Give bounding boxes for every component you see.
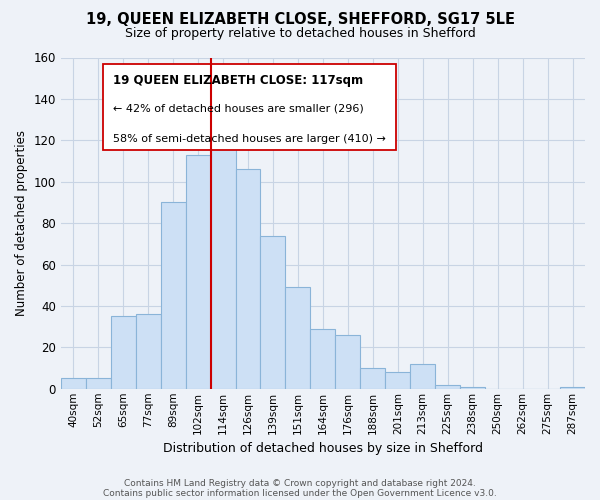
- Text: Contains public sector information licensed under the Open Government Licence v3: Contains public sector information licen…: [103, 488, 497, 498]
- Text: Size of property relative to detached houses in Shefford: Size of property relative to detached ho…: [125, 28, 475, 40]
- Bar: [86, 378, 111, 389]
- Bar: [385, 372, 410, 389]
- Y-axis label: Number of detached properties: Number of detached properties: [15, 130, 28, 316]
- Bar: [236, 170, 260, 389]
- Bar: [111, 316, 136, 389]
- Bar: [136, 314, 161, 389]
- Bar: [211, 140, 236, 389]
- Bar: [361, 368, 385, 389]
- Bar: [460, 386, 485, 389]
- X-axis label: Distribution of detached houses by size in Shefford: Distribution of detached houses by size …: [163, 442, 483, 455]
- Bar: [61, 378, 86, 389]
- Bar: [161, 202, 185, 389]
- Text: ← 42% of detached houses are smaller (296): ← 42% of detached houses are smaller (29…: [113, 104, 364, 114]
- Bar: [335, 335, 361, 389]
- Text: 58% of semi-detached houses are larger (410) →: 58% of semi-detached houses are larger (…: [113, 134, 386, 143]
- Text: 19 QUEEN ELIZABETH CLOSE: 117sqm: 19 QUEEN ELIZABETH CLOSE: 117sqm: [113, 74, 364, 87]
- Text: Contains HM Land Registry data © Crown copyright and database right 2024.: Contains HM Land Registry data © Crown c…: [124, 478, 476, 488]
- Bar: [286, 288, 310, 389]
- FancyBboxPatch shape: [103, 64, 396, 150]
- Bar: [310, 328, 335, 389]
- Bar: [185, 155, 211, 389]
- Bar: [435, 384, 460, 389]
- Bar: [410, 364, 435, 389]
- Text: 19, QUEEN ELIZABETH CLOSE, SHEFFORD, SG17 5LE: 19, QUEEN ELIZABETH CLOSE, SHEFFORD, SG1…: [86, 12, 515, 28]
- Bar: [560, 386, 585, 389]
- Bar: [260, 236, 286, 389]
